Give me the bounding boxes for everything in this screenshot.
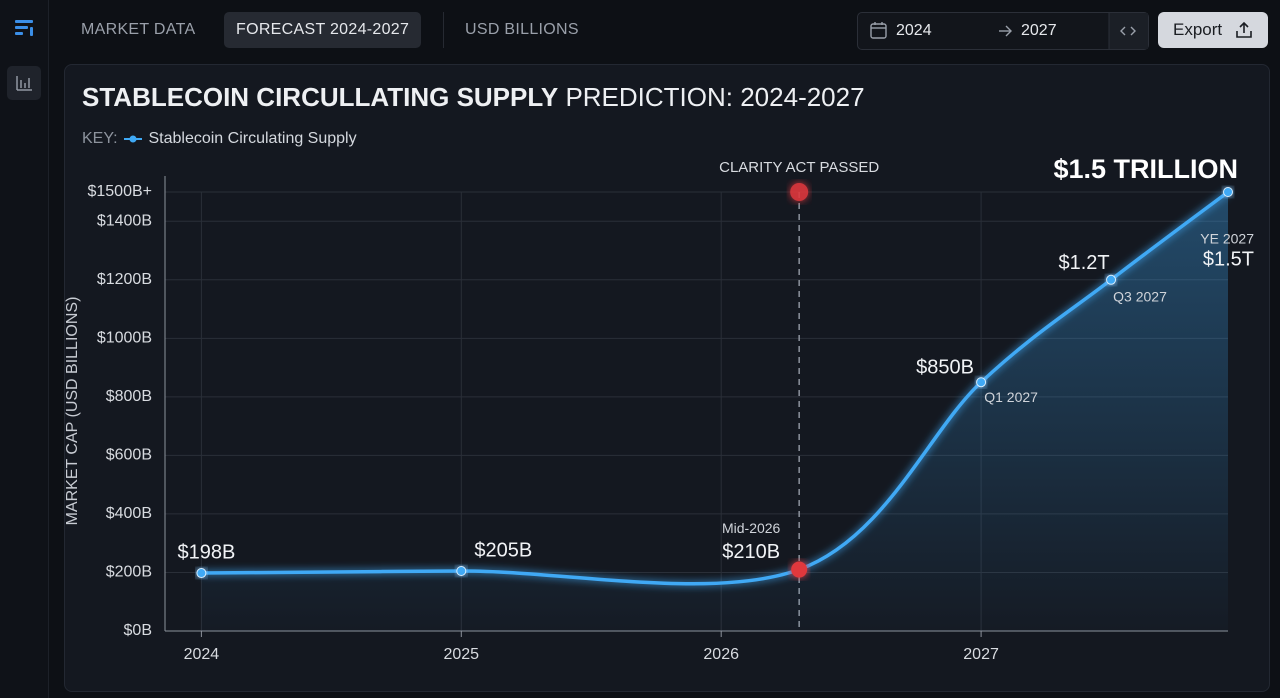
data-point bbox=[791, 561, 808, 578]
date-range[interactable]: 2024 2027 bbox=[857, 12, 1149, 50]
area bbox=[201, 192, 1228, 631]
data-label: $205B bbox=[474, 539, 532, 561]
tab[interactable]: MARKET DATA bbox=[81, 21, 196, 38]
data-point bbox=[1106, 274, 1117, 285]
point-note: Mid-2026 bbox=[722, 520, 781, 536]
y-tick-label: $1500B+ bbox=[87, 183, 152, 200]
point-note: YE 2027 bbox=[1200, 231, 1254, 247]
date-from[interactable]: 2024 bbox=[896, 22, 932, 39]
chart-icon bbox=[16, 76, 32, 91]
data-point bbox=[456, 566, 467, 577]
key-label: KEY: bbox=[82, 130, 118, 147]
data-label: $1.2T bbox=[1058, 252, 1109, 274]
point-note: Q3 2027 bbox=[1113, 289, 1167, 305]
y-tick-label: $1400B bbox=[97, 212, 152, 229]
data-point bbox=[976, 377, 987, 388]
data-label: $198B bbox=[177, 541, 235, 563]
separator bbox=[443, 12, 444, 48]
date-icons bbox=[870, 13, 1148, 49]
sidebar-icons bbox=[7, 20, 41, 100]
export-icon bbox=[1236, 21, 1252, 38]
logo bbox=[15, 20, 33, 36]
headline: $1.5 TRILLION bbox=[1053, 154, 1238, 184]
date-to[interactable]: 2027 bbox=[1021, 22, 1057, 39]
data-point bbox=[196, 568, 207, 579]
x-tick-label: 2026 bbox=[703, 646, 739, 663]
data-label: $210B bbox=[722, 541, 780, 563]
chart-icon-button[interactable] bbox=[7, 66, 41, 100]
legend: KEY: Stablecoin Circulating Supply bbox=[82, 130, 357, 148]
chart-title: STABLECOIN CIRCULLATING SUPPLY PREDICTIO… bbox=[82, 82, 865, 113]
y-tick-label: $0B bbox=[124, 622, 152, 639]
data-label: $1.5T bbox=[1203, 248, 1254, 270]
title-bold: STABLECOIN CIRCULLATING SUPPLY bbox=[82, 82, 559, 112]
y-tick-label: $1200B bbox=[97, 271, 152, 288]
y-axis-label: MARKET CAP (USD BILLIONS) bbox=[64, 297, 81, 526]
x-tick-label: 2027 bbox=[963, 646, 999, 663]
y-tick-label: $800B bbox=[106, 388, 152, 405]
x-tick-label: 2024 bbox=[184, 646, 220, 663]
export-label: Export bbox=[1173, 20, 1223, 39]
point-note: Q1 2027 bbox=[984, 389, 1038, 405]
y-tick-label: $600B bbox=[106, 447, 152, 464]
export-button[interactable]: Export bbox=[1158, 12, 1268, 48]
x-tick-label: 2025 bbox=[443, 646, 479, 663]
data-point bbox=[1223, 187, 1233, 197]
data-label: $850B bbox=[916, 357, 974, 379]
title-rest: PREDICTION: 2024-2027 bbox=[565, 82, 865, 112]
y-tick-label: $1000B bbox=[97, 330, 152, 347]
event-label: CLARITY ACT PASSED bbox=[719, 159, 879, 176]
legend-swatch bbox=[124, 135, 143, 143]
sidebar bbox=[0, 0, 49, 698]
y-tick-label: $200B bbox=[106, 564, 152, 581]
y-tick-label: $400B bbox=[106, 505, 152, 522]
tab[interactable]: USD BILLIONS bbox=[465, 21, 579, 38]
tab[interactable]: FORECAST 2024-2027 bbox=[224, 12, 422, 48]
legend-label: Stablecoin Circulating Supply bbox=[148, 130, 357, 147]
event-marker bbox=[790, 183, 809, 201]
